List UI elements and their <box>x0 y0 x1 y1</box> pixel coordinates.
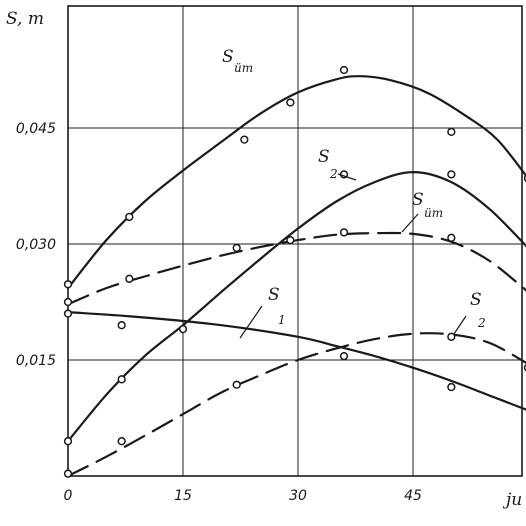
series-label-sub-0: üm <box>234 61 253 75</box>
series-label-leader <box>337 173 357 181</box>
data-point <box>447 233 456 242</box>
data-point <box>286 98 295 107</box>
series-label-sub-2: üm <box>424 206 443 220</box>
data-point <box>232 243 241 253</box>
data-point <box>339 351 349 361</box>
x-tick-label: 30 <box>289 488 307 504</box>
data-point <box>178 324 188 334</box>
data-point <box>447 127 456 137</box>
y-tick-label: 0,045 <box>16 121 56 137</box>
series-label-4: S <box>470 290 482 310</box>
series-label-leader <box>401 213 419 233</box>
data-point <box>63 280 73 289</box>
data-point <box>63 469 73 478</box>
data-point <box>232 380 241 389</box>
data-point <box>117 321 126 330</box>
data-point <box>117 375 126 384</box>
x-tick-label: 0 <box>64 488 73 504</box>
series-label-leader <box>239 305 263 339</box>
series-label-2: S <box>412 190 424 210</box>
data-points <box>63 65 526 478</box>
data-point <box>117 437 126 446</box>
data-point <box>63 309 73 318</box>
data-point <box>63 437 73 446</box>
series-label-sub-4: 2 <box>477 316 486 330</box>
x-tick-label: 15 <box>174 488 192 504</box>
series-line-1 <box>66 170 526 443</box>
tick-labels: 0 15 30 45 0,015 0,030 0,045 <box>16 121 422 504</box>
y-axis-label: S, m <box>6 9 44 29</box>
data-point <box>339 228 349 237</box>
data-point <box>125 274 134 283</box>
data-point <box>63 297 73 307</box>
series-label-0: S <box>222 47 234 67</box>
y-tick-label: 0,015 <box>16 353 56 369</box>
series-line-4 <box>66 332 526 478</box>
x-axis-label: ju <box>502 490 522 510</box>
series-line-0 <box>66 75 526 290</box>
series-label-leader <box>453 315 467 335</box>
curves <box>66 75 526 478</box>
data-point <box>447 332 456 341</box>
series-label-1: S <box>318 147 330 167</box>
series-label-3: S <box>268 285 280 305</box>
data-point <box>240 135 249 144</box>
series-label-sub-3: 1 <box>278 313 286 327</box>
y-tick-label: 0,030 <box>16 237 56 253</box>
data-point <box>447 382 456 392</box>
x-tick-label: 45 <box>404 488 422 504</box>
series-label-sub-1: 2 <box>329 167 338 181</box>
data-point <box>286 235 295 245</box>
data-point <box>125 212 134 222</box>
data-point <box>447 170 456 179</box>
series-line-3 <box>66 311 526 411</box>
data-point <box>339 65 349 75</box>
